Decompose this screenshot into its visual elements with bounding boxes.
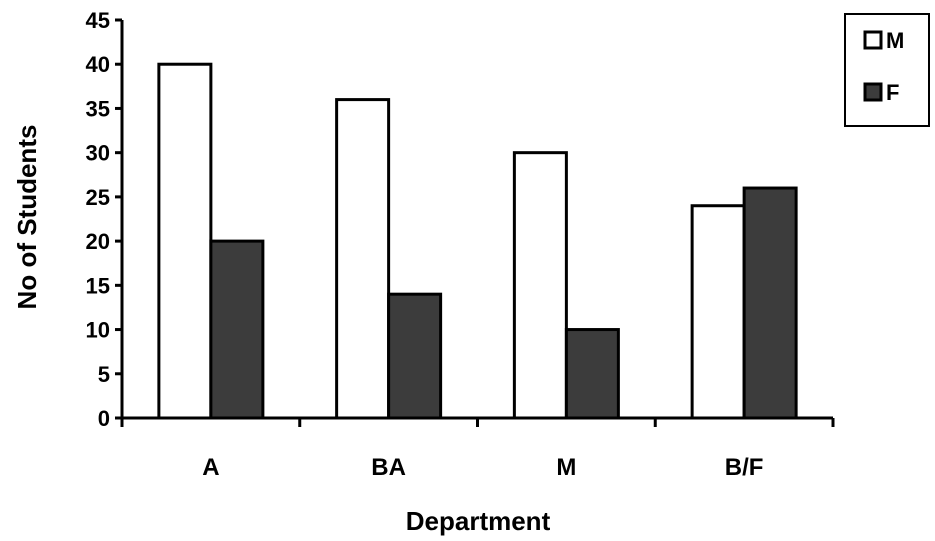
x-tick-label: B/F [725,454,764,481]
y-tick-label: 15 [86,273,110,298]
bar-m-m [512,151,568,420]
x-axis-title: Department [406,506,551,536]
y-tick-label: 45 [86,8,110,33]
y-tick-label: 40 [86,52,110,77]
bar-f-m [564,328,620,420]
bar-m-a [157,62,213,420]
legend: MF [844,13,930,127]
bar-f-ba [387,292,443,420]
bar-m-ba [335,98,391,420]
bars [157,62,798,420]
x-axis: A BA M B/F [120,416,835,481]
x-tick-label: A [202,454,219,481]
bar-f-a [209,239,265,420]
y-tick-label: 35 [86,96,110,121]
y-tick-label: 30 [86,141,110,166]
bar-m-bf [690,204,746,420]
legend-label: F [886,80,899,105]
x-tick-label: M [556,454,576,481]
legend-label: M [886,28,904,53]
legend-box [844,13,930,127]
bar-f-bf [742,186,798,420]
y-tick-label: 10 [86,318,110,343]
legend-swatch [863,30,883,50]
x-tick-label: BA [371,454,406,481]
y-tick-label: 0 [98,406,110,431]
y-tick-label: 20 [86,229,110,254]
y-tick-label: 25 [86,185,110,210]
legend-swatch [863,82,883,102]
y-axis-title: No of Students [12,125,42,310]
y-tick-label: 5 [98,362,110,387]
y-axis: 0 5 10 15 20 25 30 35 40 45 [86,8,124,431]
